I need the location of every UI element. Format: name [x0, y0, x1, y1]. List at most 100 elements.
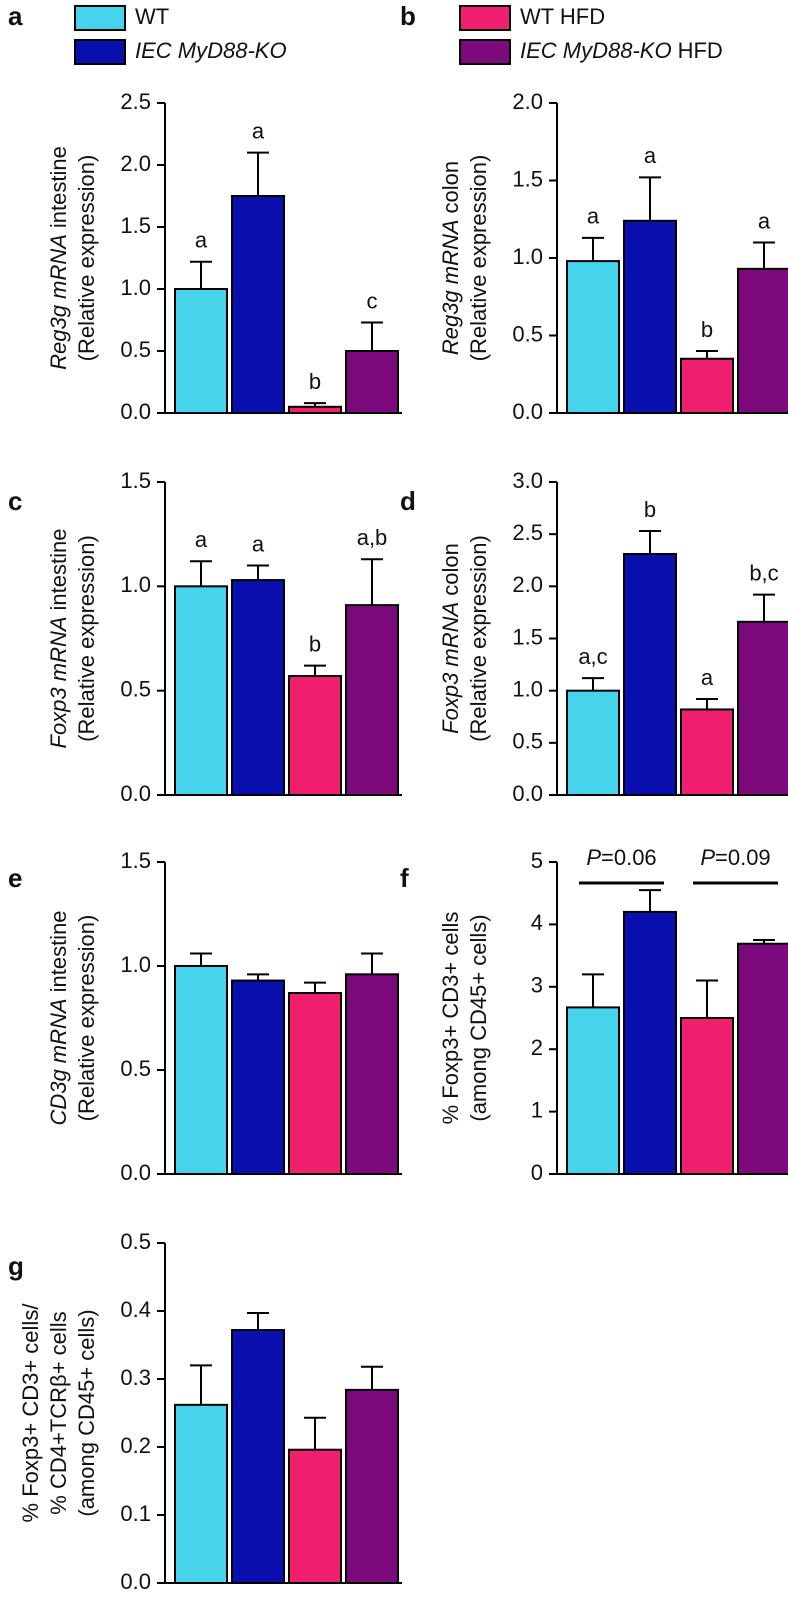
y-axis-label: Foxp3 mRNA colon [438, 543, 463, 734]
bar [680, 357, 734, 414]
bar [231, 579, 285, 796]
panel-label: a [8, 1, 23, 31]
y-tick-label: 1.0 [512, 676, 543, 701]
legend-swatch [74, 39, 126, 65]
y-tick-label: 5 [531, 848, 543, 873]
y-tick-label: 0.5 [120, 676, 151, 701]
significance-letter: a [644, 143, 657, 168]
significance-letter: a [195, 228, 208, 253]
bar [737, 942, 788, 1176]
significance-letter: a [252, 531, 265, 556]
y-axis-label: (Relative expression) [466, 535, 491, 742]
y-tick-label: 2.0 [120, 151, 151, 176]
bar [680, 1017, 734, 1175]
p-value-symbol: P [586, 845, 601, 870]
significance-letter: b [644, 497, 656, 522]
y-axis-label: CD3g mRNA intestine [46, 910, 71, 1125]
bar [623, 552, 677, 796]
y-axis-label: (among CD45+ cells) [466, 914, 491, 1121]
bar [737, 620, 788, 796]
bar [345, 350, 399, 414]
bar [623, 910, 677, 1175]
panel-label: d [400, 486, 416, 516]
y-tick-label: 1 [531, 1097, 543, 1122]
y-axis-label: (Relative expression) [74, 155, 99, 362]
panel-label: f [400, 863, 409, 893]
y-axis-label-italic: Reg3g mRNA [438, 219, 463, 355]
y-tick-label: 0.5 [120, 337, 151, 362]
y-axis-label: (Relative expression) [74, 915, 99, 1122]
y-axis-label-text: intestine [46, 146, 71, 228]
bar [288, 1448, 342, 1584]
y-axis-label: % Foxp3+ CD3+ cells [438, 912, 463, 1125]
legend-swatch [74, 5, 126, 31]
significance-letter: b [701, 317, 713, 342]
y-tick-label: 0.5 [512, 729, 543, 754]
significance-letter: a [701, 665, 714, 690]
bar [231, 1329, 285, 1585]
bar [174, 1403, 228, 1584]
y-axis-label: Foxp3 mRNA intestine [46, 529, 71, 749]
significance-letter: a [758, 208, 771, 233]
y-tick-label: 1.0 [120, 952, 151, 977]
bar [623, 219, 677, 414]
y-axis-label: % CD4+TCRβ+ cells [46, 1311, 71, 1514]
y-tick-label: 3 [531, 973, 543, 998]
bar [680, 708, 734, 796]
y-tick-label: 0.5 [512, 321, 543, 346]
y-tick-label: 2.0 [512, 572, 543, 597]
significance-letter: a [252, 118, 265, 143]
bar [566, 689, 620, 797]
significance-letter: b [309, 631, 321, 656]
p-value-symbol: P [700, 845, 715, 870]
y-tick-label: 0.0 [120, 1569, 151, 1594]
significance-letter: c [367, 288, 378, 313]
y-tick-label: 2.5 [120, 89, 151, 114]
bar [174, 288, 228, 414]
legend-label: WT HFD [520, 4, 605, 29]
p-value: P=0.06 [586, 845, 656, 870]
y-axis-label-text: colon [438, 161, 463, 214]
y-axis-label: % Foxp3+ CD3+ cells/ [18, 1303, 43, 1523]
significance-letter: a [587, 204, 600, 229]
legend-label: WT [135, 4, 169, 29]
legend-name: IEC MyD88-KO [135, 38, 287, 63]
y-tick-label: 1.0 [120, 275, 151, 300]
bar [345, 973, 399, 1175]
bar [566, 260, 620, 414]
p-value-text: =0.09 [715, 845, 771, 870]
bar [174, 965, 228, 1175]
bar [345, 1388, 399, 1584]
significance-letter: a [195, 527, 208, 552]
y-tick-label: 0 [531, 1160, 543, 1185]
y-tick-label: 1.5 [120, 848, 151, 873]
y-tick-label: 2.0 [512, 89, 543, 114]
y-axis-label-italic: Foxp3 mRNA [438, 602, 463, 734]
legend-label: IEC MyD88-KO [135, 38, 287, 63]
y-tick-label: 0.5 [120, 1229, 151, 1254]
y-axis-label: (Relative expression) [74, 535, 99, 742]
y-axis-label-text: intestine [46, 910, 71, 992]
legend-name: WT HFD [520, 4, 605, 29]
y-tick-label: 1.5 [512, 624, 543, 649]
panel-label: e [8, 863, 22, 893]
y-tick-label: 1.5 [120, 213, 151, 238]
legend-qualifier: HFD [678, 38, 723, 63]
y-tick-label: 2 [531, 1035, 543, 1060]
y-tick-label: 0.0 [120, 399, 151, 424]
y-tick-label: 0.0 [120, 781, 151, 806]
significance-letter: b [309, 369, 321, 394]
bar [288, 992, 342, 1175]
y-axis-label: (among CD45+ cells) [74, 1309, 99, 1516]
y-tick-label: 0.0 [120, 1160, 151, 1185]
y-tick-label: 0.0 [512, 781, 543, 806]
y-tick-label: 3.0 [512, 468, 543, 493]
y-axis-label: Reg3g mRNA intestine [46, 146, 71, 370]
y-tick-label: 0.4 [120, 1297, 151, 1322]
bar [345, 604, 399, 797]
bar [566, 1006, 620, 1176]
y-axis-label: Reg3g mRNA colon [438, 161, 463, 355]
significance-letter: b,c [749, 560, 778, 585]
y-tick-label: 4 [531, 910, 543, 935]
